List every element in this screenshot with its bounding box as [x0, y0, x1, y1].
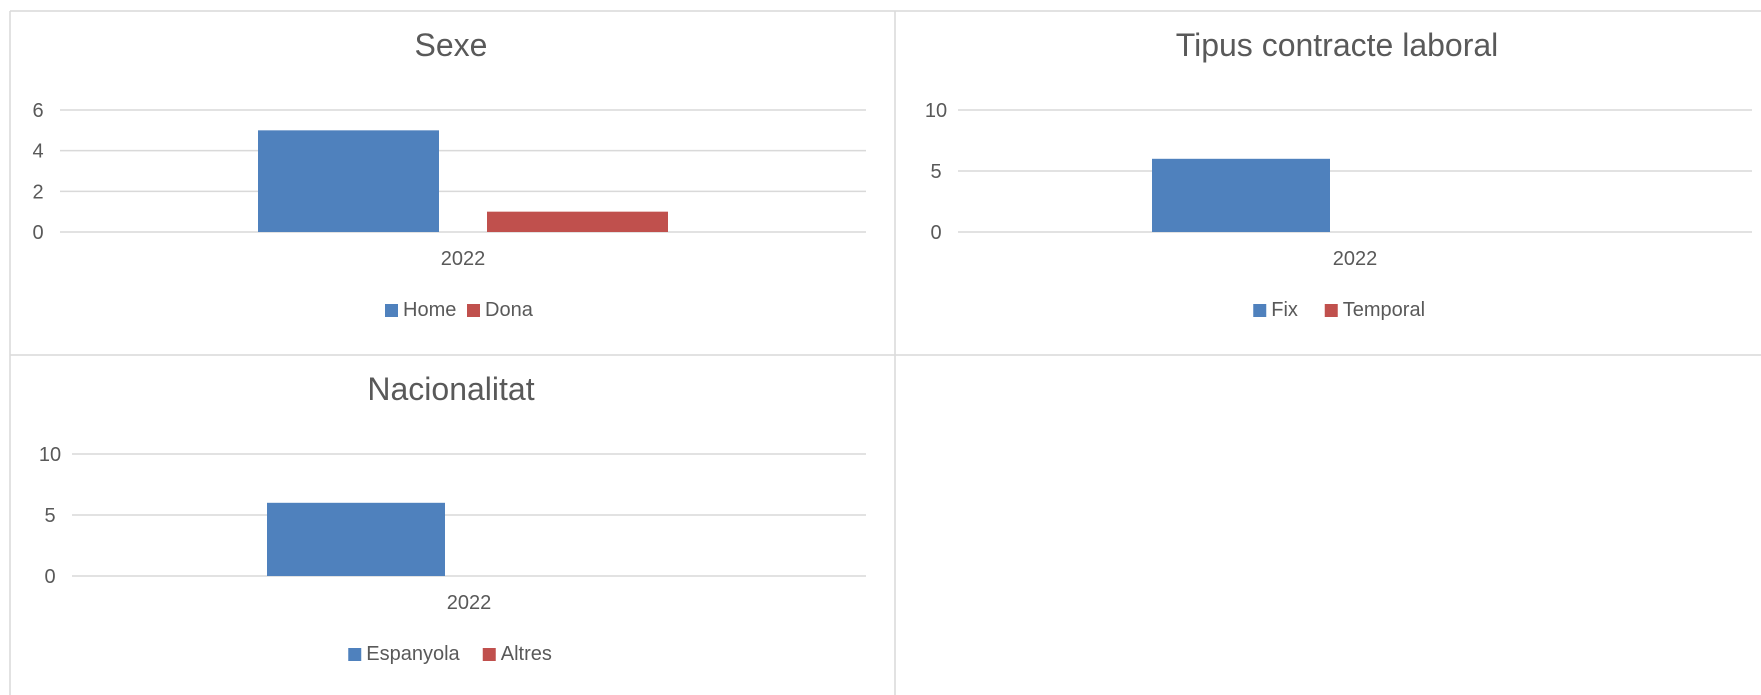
chart-title: Nacionalitat: [367, 371, 534, 407]
x-tick-label: 2022: [441, 248, 486, 270]
legend: Fix Temporal: [1253, 299, 1425, 321]
legend-label: Dona: [485, 299, 534, 321]
chart-title: Sexe: [415, 27, 488, 63]
legend-swatch: [467, 304, 480, 317]
x-tick-label: 2022: [447, 592, 492, 614]
y-tick-label: 4: [32, 141, 43, 163]
legend-label: Home: [403, 299, 456, 321]
bar-dona: [487, 211, 668, 232]
bar-home: [258, 130, 439, 232]
x-tick-label: 2022: [1333, 248, 1378, 270]
legend-label: Temporal: [1343, 299, 1425, 321]
legend-label: Espanyola: [366, 643, 460, 665]
panel-grid-frame: [9, 10, 1761, 695]
legend-swatch: [1253, 304, 1267, 317]
legend-label: Altres: [501, 643, 552, 665]
legend-swatch: [348, 648, 362, 661]
legend: Home Dona: [385, 299, 534, 321]
y-tick-label: 5: [930, 161, 941, 183]
bar-espanyola: [267, 502, 445, 576]
y-tick-label: 5: [44, 505, 55, 527]
legend-swatch: [385, 304, 398, 317]
bar-fix: [1152, 158, 1330, 232]
y-tick-label: 6: [32, 100, 43, 122]
legend-swatch: [482, 648, 496, 661]
chart-1: Sexe 0 2 4 6 2022 Home Dona: [32, 27, 866, 321]
y-tick-label: 0: [930, 222, 941, 244]
legend-swatch: [1324, 304, 1338, 317]
legend: Espanyola Altres: [348, 643, 552, 665]
chart-2: Tipus contracte laboral 0 5 10 2022 Fix Tempor…: [925, 27, 1752, 321]
chart-title: Tipus contracte laboral: [1176, 27, 1499, 63]
y-tick-label: 0: [32, 222, 43, 244]
y-tick-label: 2: [32, 181, 43, 203]
y-tick-label: 10: [925, 100, 947, 122]
chart-3: Nacionalitat 0 5 10 2022 Espanyola Altres: [39, 371, 866, 665]
y-tick-label: 0: [44, 566, 55, 588]
legend-label: Fix: [1271, 299, 1298, 321]
y-tick-label: 10: [39, 444, 61, 466]
